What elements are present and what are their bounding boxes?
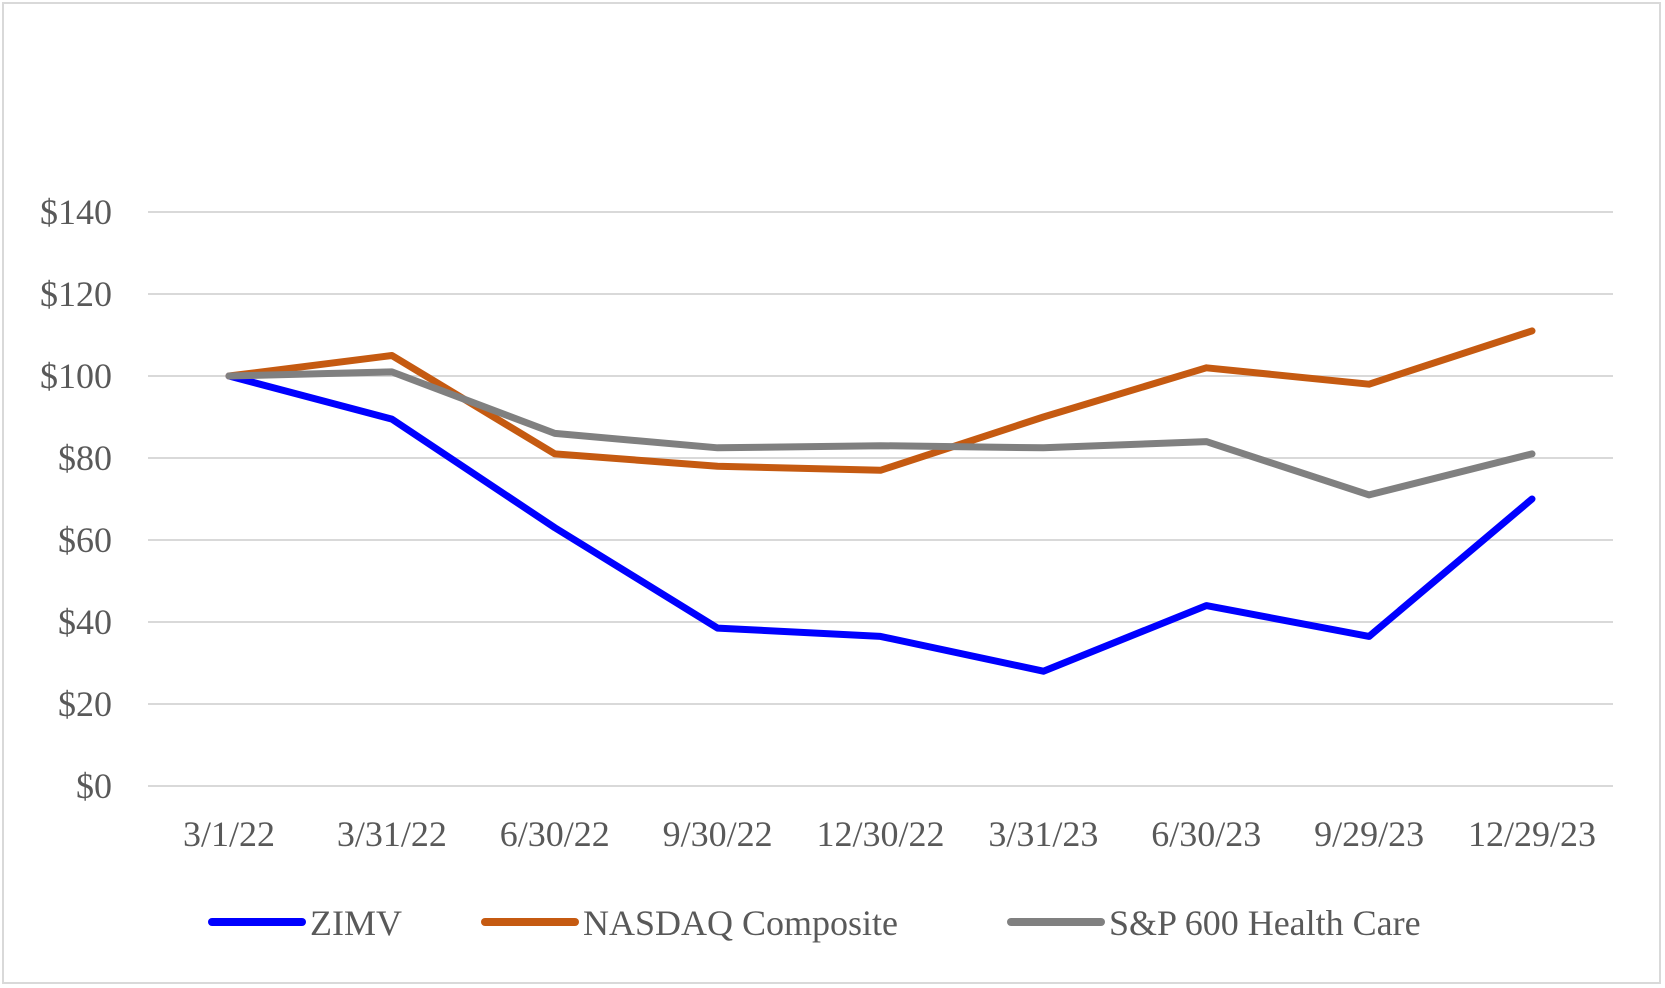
series-line: [225, 327, 1536, 474]
x-tick-label: 12/30/22: [816, 814, 944, 854]
x-tick-label: 6/30/22: [500, 814, 610, 854]
series-line: [225, 372, 1536, 675]
legend-label: ZIMV: [310, 903, 402, 943]
y-tick-label: $0: [76, 766, 112, 806]
y-tick-label: $60: [58, 520, 112, 560]
x-tick-label: 12/29/23: [1468, 814, 1596, 854]
series-lines: [225, 327, 1536, 675]
y-tick-label: $120: [40, 274, 112, 314]
y-tick-label: $20: [58, 684, 112, 724]
x-tick-label: 3/31/22: [337, 814, 447, 854]
y-tick-label: $40: [58, 602, 112, 642]
x-tick-label: 9/30/22: [663, 814, 773, 854]
legend-label: NASDAQ Composite: [583, 903, 898, 943]
x-tick-label: 3/1/22: [183, 814, 275, 854]
x-tick-label: 6/30/23: [1151, 814, 1261, 854]
x-tick-label: 3/31/23: [988, 814, 1098, 854]
legend-label: S&P 600 Health Care: [1109, 903, 1421, 943]
legend: ZIMV NASDAQ Composite S&P 600 Health Care: [208, 903, 1421, 943]
gridlines: [148, 211, 1613, 787]
series-line: [225, 368, 1536, 499]
y-tick-label: $80: [58, 438, 112, 478]
y-tick-label: $100: [40, 356, 112, 396]
y-axis-tick-labels: $0 $20 $40 $60 $80 $100 $120 $140: [40, 192, 112, 806]
x-tick-label: 9/29/23: [1314, 814, 1424, 854]
x-axis-tick-labels: 3/1/22 3/31/22 6/30/22 9/30/22 12/30/22 3/31/…: [183, 814, 1596, 854]
y-tick-label: $140: [40, 192, 112, 232]
